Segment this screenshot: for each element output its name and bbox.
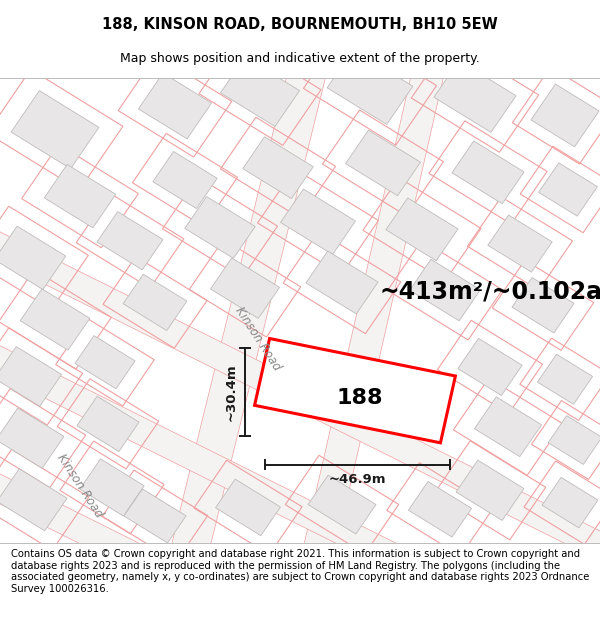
Polygon shape: [77, 396, 139, 451]
Polygon shape: [295, 18, 455, 593]
Text: Map shows position and indicative extent of the property.: Map shows position and indicative extent…: [120, 52, 480, 64]
Polygon shape: [488, 215, 552, 272]
Polygon shape: [11, 91, 99, 169]
Polygon shape: [458, 338, 522, 396]
Polygon shape: [434, 61, 516, 132]
Polygon shape: [539, 163, 598, 216]
Polygon shape: [211, 258, 280, 318]
Text: ~413m²/~0.102ac.: ~413m²/~0.102ac.: [380, 279, 600, 303]
Polygon shape: [0, 452, 600, 625]
Polygon shape: [0, 469, 67, 531]
Polygon shape: [124, 489, 186, 543]
Polygon shape: [20, 289, 90, 350]
Text: 188: 188: [337, 388, 383, 408]
Polygon shape: [254, 339, 455, 443]
Text: ~30.4m: ~30.4m: [224, 363, 238, 421]
Polygon shape: [410, 259, 481, 321]
Polygon shape: [531, 84, 599, 147]
Polygon shape: [386, 198, 458, 261]
Text: Kinson Road: Kinson Road: [55, 451, 106, 520]
Polygon shape: [281, 189, 355, 254]
Polygon shape: [220, 57, 299, 126]
Polygon shape: [512, 278, 574, 333]
Polygon shape: [346, 130, 421, 196]
Polygon shape: [409, 481, 472, 537]
Polygon shape: [475, 397, 542, 457]
Polygon shape: [75, 336, 135, 389]
Polygon shape: [44, 164, 116, 228]
Polygon shape: [123, 274, 187, 331]
Polygon shape: [306, 251, 378, 314]
Polygon shape: [0, 324, 600, 625]
Text: Contains OS data © Crown copyright and database right 2021. This information is : Contains OS data © Crown copyright and d…: [11, 549, 589, 594]
Polygon shape: [243, 137, 313, 199]
Polygon shape: [215, 479, 280, 536]
Polygon shape: [161, 16, 338, 594]
Polygon shape: [0, 408, 64, 468]
Text: Kinson Road: Kinson Road: [233, 304, 283, 372]
Polygon shape: [0, 210, 600, 582]
Polygon shape: [0, 226, 66, 289]
Polygon shape: [308, 475, 376, 534]
Polygon shape: [185, 196, 255, 258]
Polygon shape: [97, 212, 163, 270]
Text: 188, KINSON ROAD, BOURNEMOUTH, BH10 5EW: 188, KINSON ROAD, BOURNEMOUTH, BH10 5EW: [102, 18, 498, 32]
Polygon shape: [538, 354, 593, 404]
Polygon shape: [153, 151, 217, 209]
Polygon shape: [80, 459, 144, 516]
Polygon shape: [0, 346, 62, 406]
Polygon shape: [542, 478, 598, 528]
Polygon shape: [452, 141, 524, 204]
Polygon shape: [139, 73, 212, 139]
Polygon shape: [548, 416, 600, 464]
Polygon shape: [456, 460, 524, 521]
Text: ~46.9m: ~46.9m: [329, 473, 386, 486]
Polygon shape: [0, 528, 600, 625]
Polygon shape: [327, 49, 413, 124]
